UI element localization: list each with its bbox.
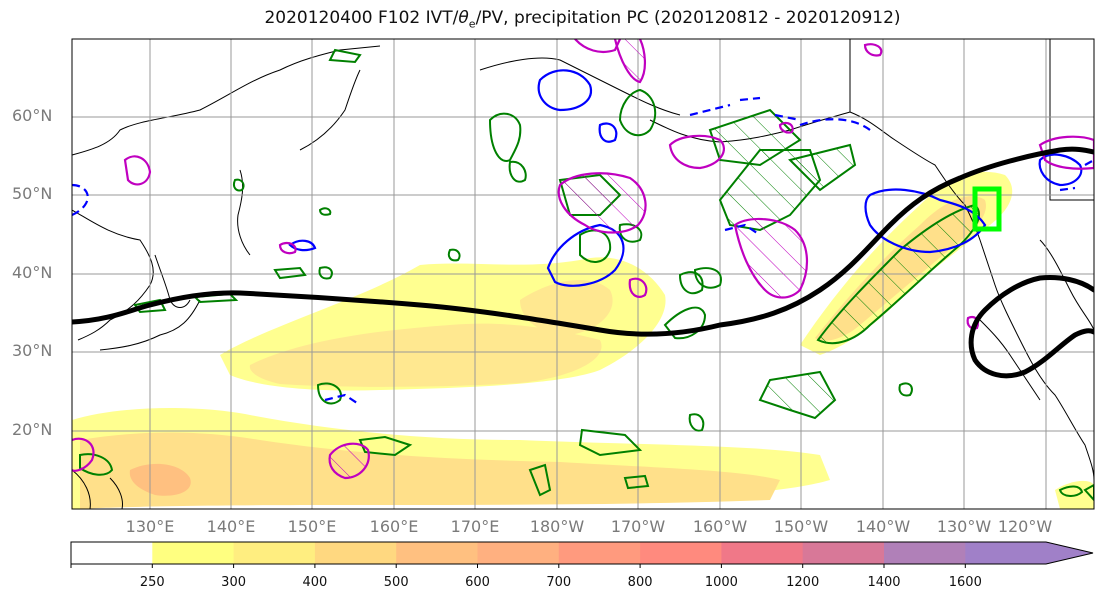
- colorbar-tick-label: 250: [139, 575, 165, 590]
- lat-label: 20°N: [12, 420, 53, 439]
- coastlines: [72, 39, 1094, 509]
- lon-label: 170°W: [610, 517, 666, 536]
- colorbar-segment: [314, 542, 397, 564]
- lat-label: 30°N: [12, 341, 53, 360]
- colorbar-segment: [233, 542, 316, 564]
- lon-label: 130°E: [125, 517, 175, 536]
- lon-label: 160°E: [369, 517, 419, 536]
- colorbar-tick-label: 1600: [948, 575, 982, 590]
- lon-label: 160°W: [692, 517, 748, 536]
- colorbar-segment: [558, 542, 641, 564]
- lon-label: 180°W: [529, 517, 585, 536]
- colorbar-tick-label: 1000: [704, 575, 738, 590]
- lon-label: 150°W: [773, 517, 829, 536]
- colorbar-segment: [396, 542, 478, 564]
- colorbar-outline: [70, 541, 1094, 565]
- colorbar-tick-label: 1200: [786, 575, 820, 590]
- colorbar-tick-label: 600: [465, 575, 490, 590]
- colorbar-segment: [477, 542, 560, 564]
- lon-label: 120°W: [997, 517, 1053, 536]
- lon-label: 150°E: [287, 517, 337, 536]
- lon-label: 140°W: [855, 517, 911, 536]
- target-box: [972, 186, 1002, 232]
- colorbar-tick-label: 800: [627, 575, 653, 590]
- lat-label: 40°N: [12, 263, 53, 282]
- magenta-contours: [72, 39, 1094, 480]
- colorbar-segment: [71, 542, 153, 564]
- colorbar-tick-label: 500: [383, 575, 409, 590]
- map-frame: [71, 38, 1095, 510]
- colorbar-segment: [152, 542, 235, 564]
- colorbar-segment: [640, 542, 722, 564]
- map-title: 2020120400 F102 IVT/θe/PV, precipitation…: [264, 8, 901, 31]
- colorbar-tick-label: 700: [546, 575, 572, 590]
- colorbar-tick-label: 300: [221, 575, 247, 590]
- colorbar-segment: [802, 542, 885, 564]
- lat-label: 60°N: [12, 106, 53, 125]
- jet-contour: [72, 146, 1094, 379]
- lon-label: 130°W: [936, 517, 992, 536]
- colorbar-segment: [884, 542, 966, 564]
- lat-label: 50°N: [12, 184, 53, 203]
- colorbar-tick-label: 400: [302, 575, 328, 590]
- lon-label: 170°E: [450, 517, 500, 536]
- colorbar-tick-label: 1400: [867, 575, 901, 590]
- colorbar-segment: [721, 542, 804, 564]
- blue-contours: [72, 69, 1094, 406]
- lon-label: 140°E: [206, 517, 256, 536]
- colorbar-segment: [965, 542, 1093, 564]
